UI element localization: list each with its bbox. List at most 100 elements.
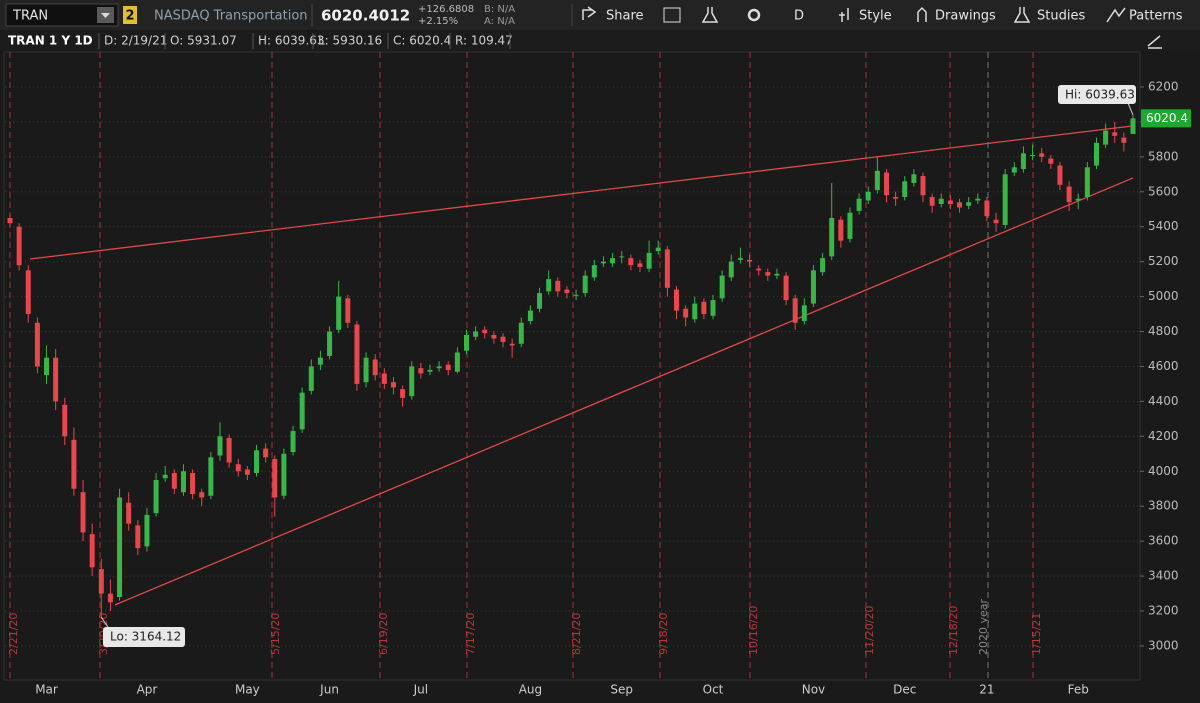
candle-body [957, 202, 963, 208]
candle-body [683, 308, 689, 318]
candle-body [25, 270, 31, 315]
candle-body [144, 514, 150, 547]
candle-body [655, 247, 661, 252]
candle-body [473, 331, 479, 337]
candle-body [171, 472, 177, 489]
candle-body [564, 289, 570, 294]
y-tick-label: 4000 [1148, 464, 1179, 478]
candle-body [628, 258, 634, 266]
candle-body [34, 322, 40, 367]
candle-body [829, 217, 835, 257]
style-button[interactable]: Style [859, 9, 892, 24]
candle-body [591, 265, 597, 278]
y-tick-label: 3400 [1148, 569, 1179, 583]
candle-body [646, 252, 652, 269]
candle-body [107, 593, 113, 603]
y-tick-label: 5200 [1148, 254, 1179, 268]
info-high: H: 6039.63 [258, 34, 325, 48]
candle-body [820, 258, 826, 273]
event-label: 7/17/20 [464, 613, 477, 655]
symbol-box[interactable] [5, 3, 119, 27]
candle-body [1057, 165, 1063, 185]
settings-icon[interactable] [747, 8, 761, 22]
share-icon [582, 6, 597, 20]
candle-body [381, 373, 387, 384]
patterns-button[interactable]: Patterns [1129, 9, 1183, 24]
candle-body [719, 275, 725, 299]
candle-body [272, 459, 278, 498]
candle-body [509, 343, 515, 346]
plot: 3000 3200 3400 3600 3800 4000 4200 4400 4600 4800… [5, 52, 1191, 697]
candle-body [299, 392, 305, 430]
toolbar-bg [0, 0, 1200, 30]
candle-body [537, 293, 543, 309]
drawings-button[interactable]: Drawings [935, 9, 996, 24]
candle-body [883, 172, 889, 196]
x-tick-label: Nov [802, 683, 825, 697]
candle-body [619, 256, 625, 258]
candle-body [482, 329, 488, 334]
candle-body [527, 310, 533, 322]
symbol[interactable]: TRAN [12, 9, 48, 24]
candle-body [372, 359, 378, 376]
candle-body [336, 296, 342, 330]
candle-body [610, 258, 616, 264]
flask-icon[interactable] [701, 7, 719, 23]
snapshot-icon[interactable] [663, 7, 681, 23]
candle-body [427, 369, 433, 372]
chart-settings-icon[interactable] [1147, 35, 1162, 49]
candle-body [418, 368, 424, 374]
candle-body [62, 404, 68, 437]
info-separators [98, 33, 511, 49]
y-tick-label: 6200 [1148, 79, 1179, 93]
y-tick-label: 5400 [1148, 219, 1179, 233]
toolbar: TRAN 2 NASDAQ Transportation 6020.4012 +… [0, 0, 1200, 30]
price-tag-label: 6020.4 [1146, 111, 1188, 125]
candle-body [637, 263, 643, 267]
x-tick-label: Jun [319, 683, 339, 697]
y-tick-label: 3000 [1148, 638, 1179, 652]
candle-body [317, 357, 323, 365]
candle-body [71, 439, 77, 489]
event-label: 9/18/20 [657, 613, 670, 655]
candle-body [445, 364, 451, 370]
candle-body [345, 298, 351, 323]
pct-change: +2.15% [418, 16, 458, 27]
studies-icon [1013, 7, 1031, 23]
candle-body [135, 525, 141, 549]
candle-body [254, 450, 260, 473]
candle-body [199, 492, 205, 498]
event-label: 5/15/20 [269, 613, 282, 655]
candle-body [1121, 137, 1127, 143]
candle-body [546, 279, 552, 292]
share-button[interactable]: Share [606, 9, 644, 24]
lo-label: Lo: 3164.12 [110, 630, 181, 644]
aggregation-button[interactable]: D [794, 9, 804, 24]
candle-body [673, 289, 679, 311]
candle-body [911, 174, 917, 184]
candle-body [838, 219, 844, 241]
candle-body [865, 191, 871, 201]
y-tick-label: 5800 [1148, 149, 1179, 163]
studies-button[interactable]: Studies [1037, 9, 1085, 24]
link-badge[interactable] [123, 6, 137, 24]
candle-body [153, 479, 159, 514]
price-tag [1141, 109, 1191, 128]
x-tick-label: Dec [893, 683, 916, 697]
candle-body [436, 366, 442, 369]
candle-body [208, 457, 214, 496]
candle-body [180, 471, 186, 493]
candle-body [518, 322, 524, 344]
candle-body [774, 273, 780, 276]
candle-body [920, 176, 926, 196]
candle-body [847, 212, 853, 239]
chart-id: TRAN 1 Y 1D [8, 34, 93, 48]
candle-body [728, 261, 734, 278]
y-tick-label: 4600 [1148, 359, 1179, 373]
bid: B: N/A [484, 4, 515, 15]
candle-body [235, 464, 241, 472]
x-tick-label: 21 [979, 683, 994, 697]
x-tick-label: Aug [519, 683, 542, 697]
info-low: L: 5930.16 [318, 34, 382, 48]
candle-body [190, 472, 196, 494]
